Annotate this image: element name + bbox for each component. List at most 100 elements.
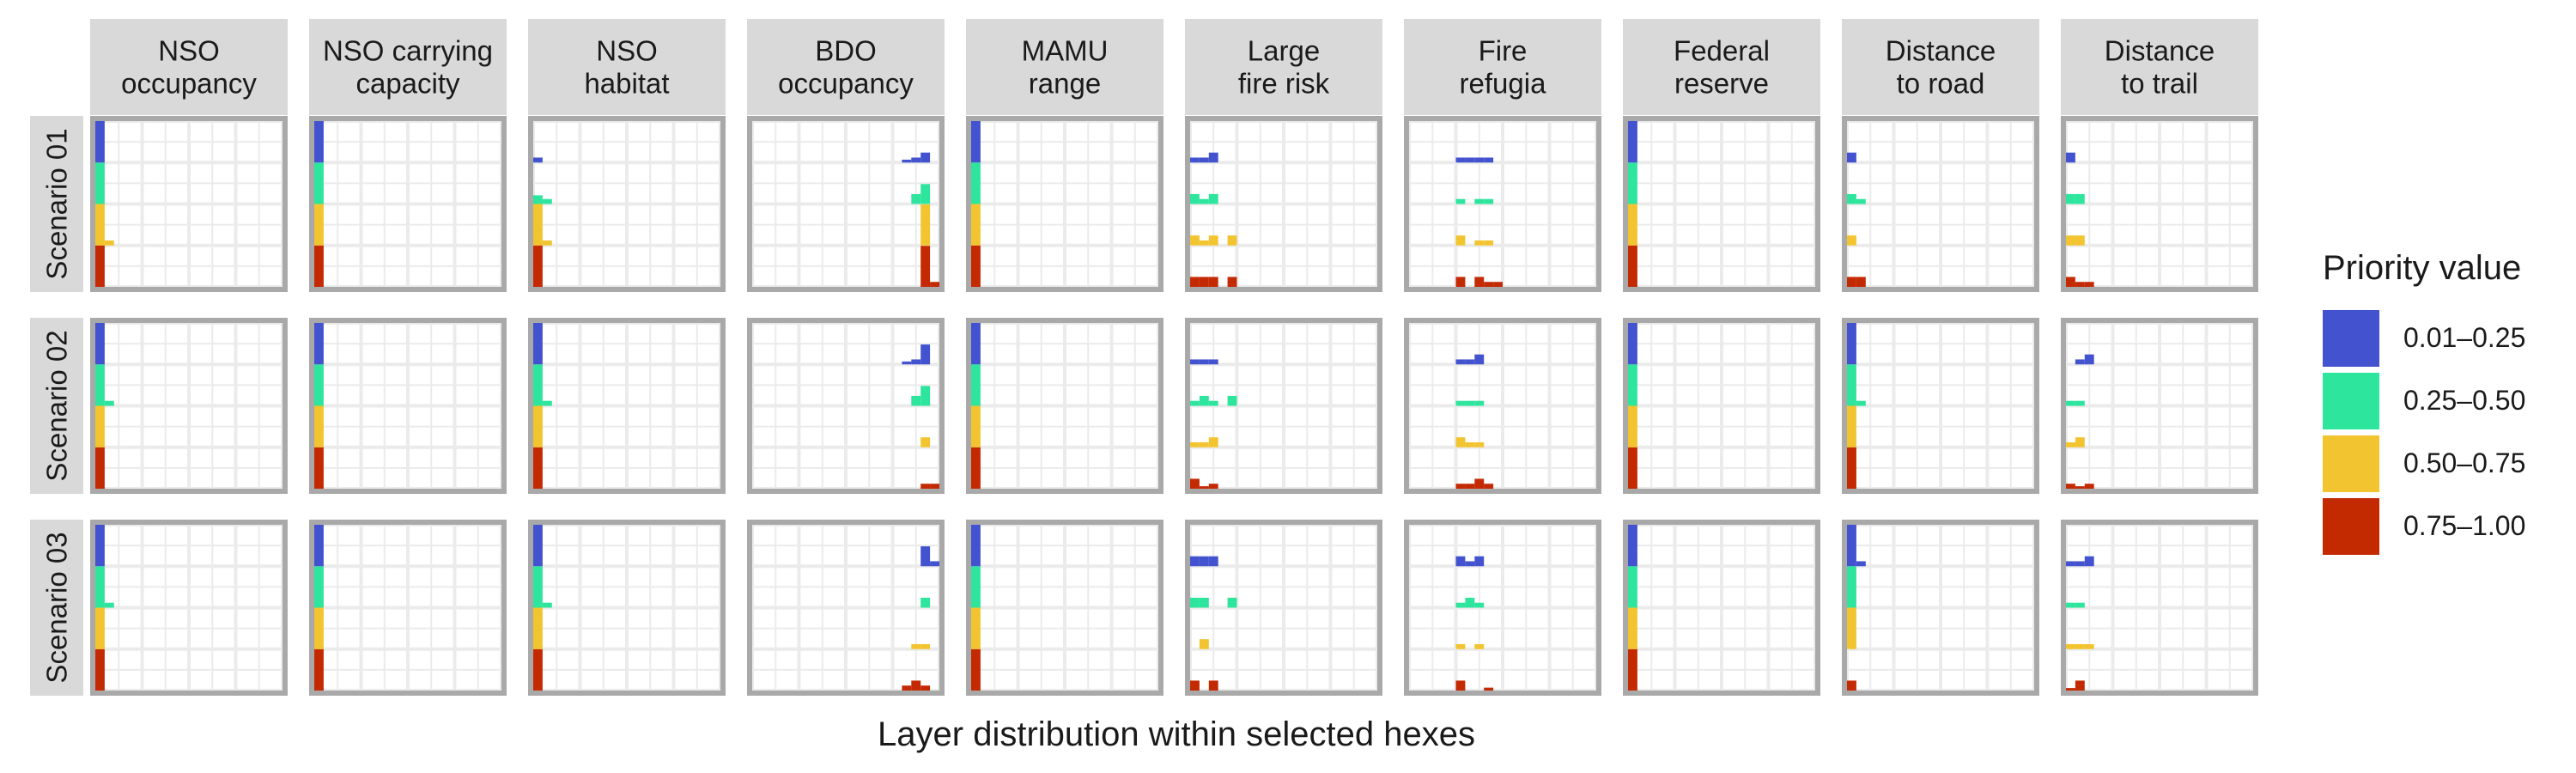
panel-border bbox=[966, 520, 1163, 696]
label-text: Distance to road bbox=[1886, 35, 1996, 100]
bar-segment bbox=[1190, 157, 1200, 163]
bar-segment bbox=[2075, 680, 2085, 691]
bar-segment bbox=[902, 361, 912, 365]
bar-segment bbox=[95, 162, 105, 204]
bar-segment bbox=[1199, 556, 1209, 567]
facet-panel bbox=[1185, 116, 1382, 292]
bar-segment bbox=[1208, 484, 1218, 489]
bar-segment bbox=[1847, 277, 1856, 287]
panel-border bbox=[1404, 520, 1601, 696]
bar-segment bbox=[1208, 235, 1218, 246]
bar-segment bbox=[1190, 680, 1200, 691]
label-line: MAMU bbox=[1022, 35, 1109, 67]
bar-segment bbox=[971, 162, 981, 204]
facet-panel bbox=[90, 318, 288, 494]
bar-segment bbox=[1208, 152, 1218, 163]
bar-segment bbox=[1465, 561, 1475, 567]
bar-segment bbox=[1484, 282, 1494, 287]
bar-segment bbox=[2075, 437, 2085, 447]
facet-strip-column bbox=[1623, 19, 1820, 115]
bar-segment bbox=[1847, 235, 1856, 246]
bar-segment bbox=[2084, 354, 2094, 365]
bar-segment bbox=[920, 184, 931, 204]
bar-segment bbox=[1465, 484, 1475, 489]
bar-segment bbox=[1199, 198, 1209, 204]
bar-segment bbox=[533, 157, 543, 163]
panel-border bbox=[966, 318, 1163, 494]
bar-segment bbox=[314, 323, 324, 365]
panel-border bbox=[2061, 318, 2258, 494]
bar-segment bbox=[2066, 152, 2075, 163]
label-text: NSO carrying capacity bbox=[323, 35, 493, 100]
bar-segment bbox=[1190, 235, 1200, 246]
bar-segment bbox=[533, 323, 543, 365]
facet-strip-column bbox=[1842, 19, 2039, 115]
bar-segment bbox=[533, 447, 543, 489]
bar-segment bbox=[1455, 235, 1466, 246]
label-text: BDO occupancy bbox=[778, 35, 914, 100]
panel-border bbox=[1623, 116, 1820, 292]
bar-segment bbox=[1484, 484, 1494, 489]
bar-segment bbox=[95, 566, 105, 608]
bar-segment bbox=[1190, 556, 1200, 567]
bar-segment bbox=[542, 400, 552, 406]
bar-segment bbox=[1208, 556, 1218, 567]
bar-segment bbox=[1628, 566, 1637, 608]
bar-segment bbox=[1199, 597, 1209, 608]
bar-segment bbox=[95, 607, 105, 649]
bar-segment bbox=[920, 437, 931, 447]
facet-panel bbox=[528, 116, 726, 292]
label-line: Scenario 01 bbox=[41, 128, 73, 279]
bar-segment bbox=[104, 240, 114, 246]
bar-segment bbox=[1474, 441, 1485, 447]
panel-border bbox=[1842, 318, 2039, 494]
facet-panel bbox=[528, 520, 726, 696]
label-text: Scenario 02 bbox=[41, 330, 73, 481]
facet-panel bbox=[90, 520, 288, 696]
panel-border bbox=[2061, 116, 2258, 292]
bar-segment bbox=[1455, 198, 1466, 204]
bar-segment bbox=[95, 364, 105, 406]
label-line: Distance bbox=[2105, 35, 2215, 67]
bar-segment bbox=[971, 121, 981, 163]
panel-border bbox=[1842, 116, 2039, 292]
bar-segment bbox=[2075, 282, 2085, 287]
panel-border bbox=[309, 116, 507, 292]
bar-segment bbox=[2066, 193, 2075, 204]
bar-segment bbox=[2066, 277, 2075, 287]
panel-border bbox=[1185, 520, 1382, 696]
facet-panel bbox=[1404, 520, 1601, 696]
bar-segment bbox=[930, 561, 939, 567]
label-text: Federal reserve bbox=[1674, 35, 1770, 100]
panel-border bbox=[90, 116, 288, 292]
panel-border bbox=[528, 520, 726, 696]
bar-segment bbox=[1455, 157, 1466, 163]
bar-segment bbox=[1847, 193, 1856, 204]
bar-segment bbox=[2066, 643, 2075, 649]
facet-panel bbox=[90, 116, 288, 292]
bar-segment bbox=[104, 602, 114, 608]
facet-strip-row bbox=[30, 318, 83, 494]
facet-panel bbox=[1842, 520, 2039, 696]
facet-panel bbox=[1185, 318, 1382, 494]
bar-segment bbox=[1628, 121, 1637, 163]
bar-segment bbox=[314, 607, 324, 649]
facet-strip-column bbox=[2061, 19, 2258, 115]
bar-segment bbox=[1856, 561, 1866, 567]
bar-segment bbox=[1208, 193, 1218, 204]
bar-segment bbox=[1208, 400, 1218, 406]
label-line: NSO carrying bbox=[323, 35, 493, 67]
bar-segment bbox=[971, 245, 981, 287]
bar-segment bbox=[1227, 235, 1237, 246]
bar-segment bbox=[1847, 525, 1856, 567]
bar-segment bbox=[1484, 687, 1494, 691]
label-text: MAMU range bbox=[1022, 35, 1109, 100]
facet-panel bbox=[966, 520, 1163, 696]
bar-segment bbox=[533, 245, 543, 287]
bar-segment bbox=[1227, 597, 1237, 608]
label-line: NSO bbox=[596, 35, 658, 67]
bar-segment bbox=[314, 245, 324, 287]
bar-segment bbox=[1227, 395, 1237, 406]
bar-segment bbox=[2075, 486, 2085, 489]
bar-segment bbox=[1455, 556, 1466, 567]
